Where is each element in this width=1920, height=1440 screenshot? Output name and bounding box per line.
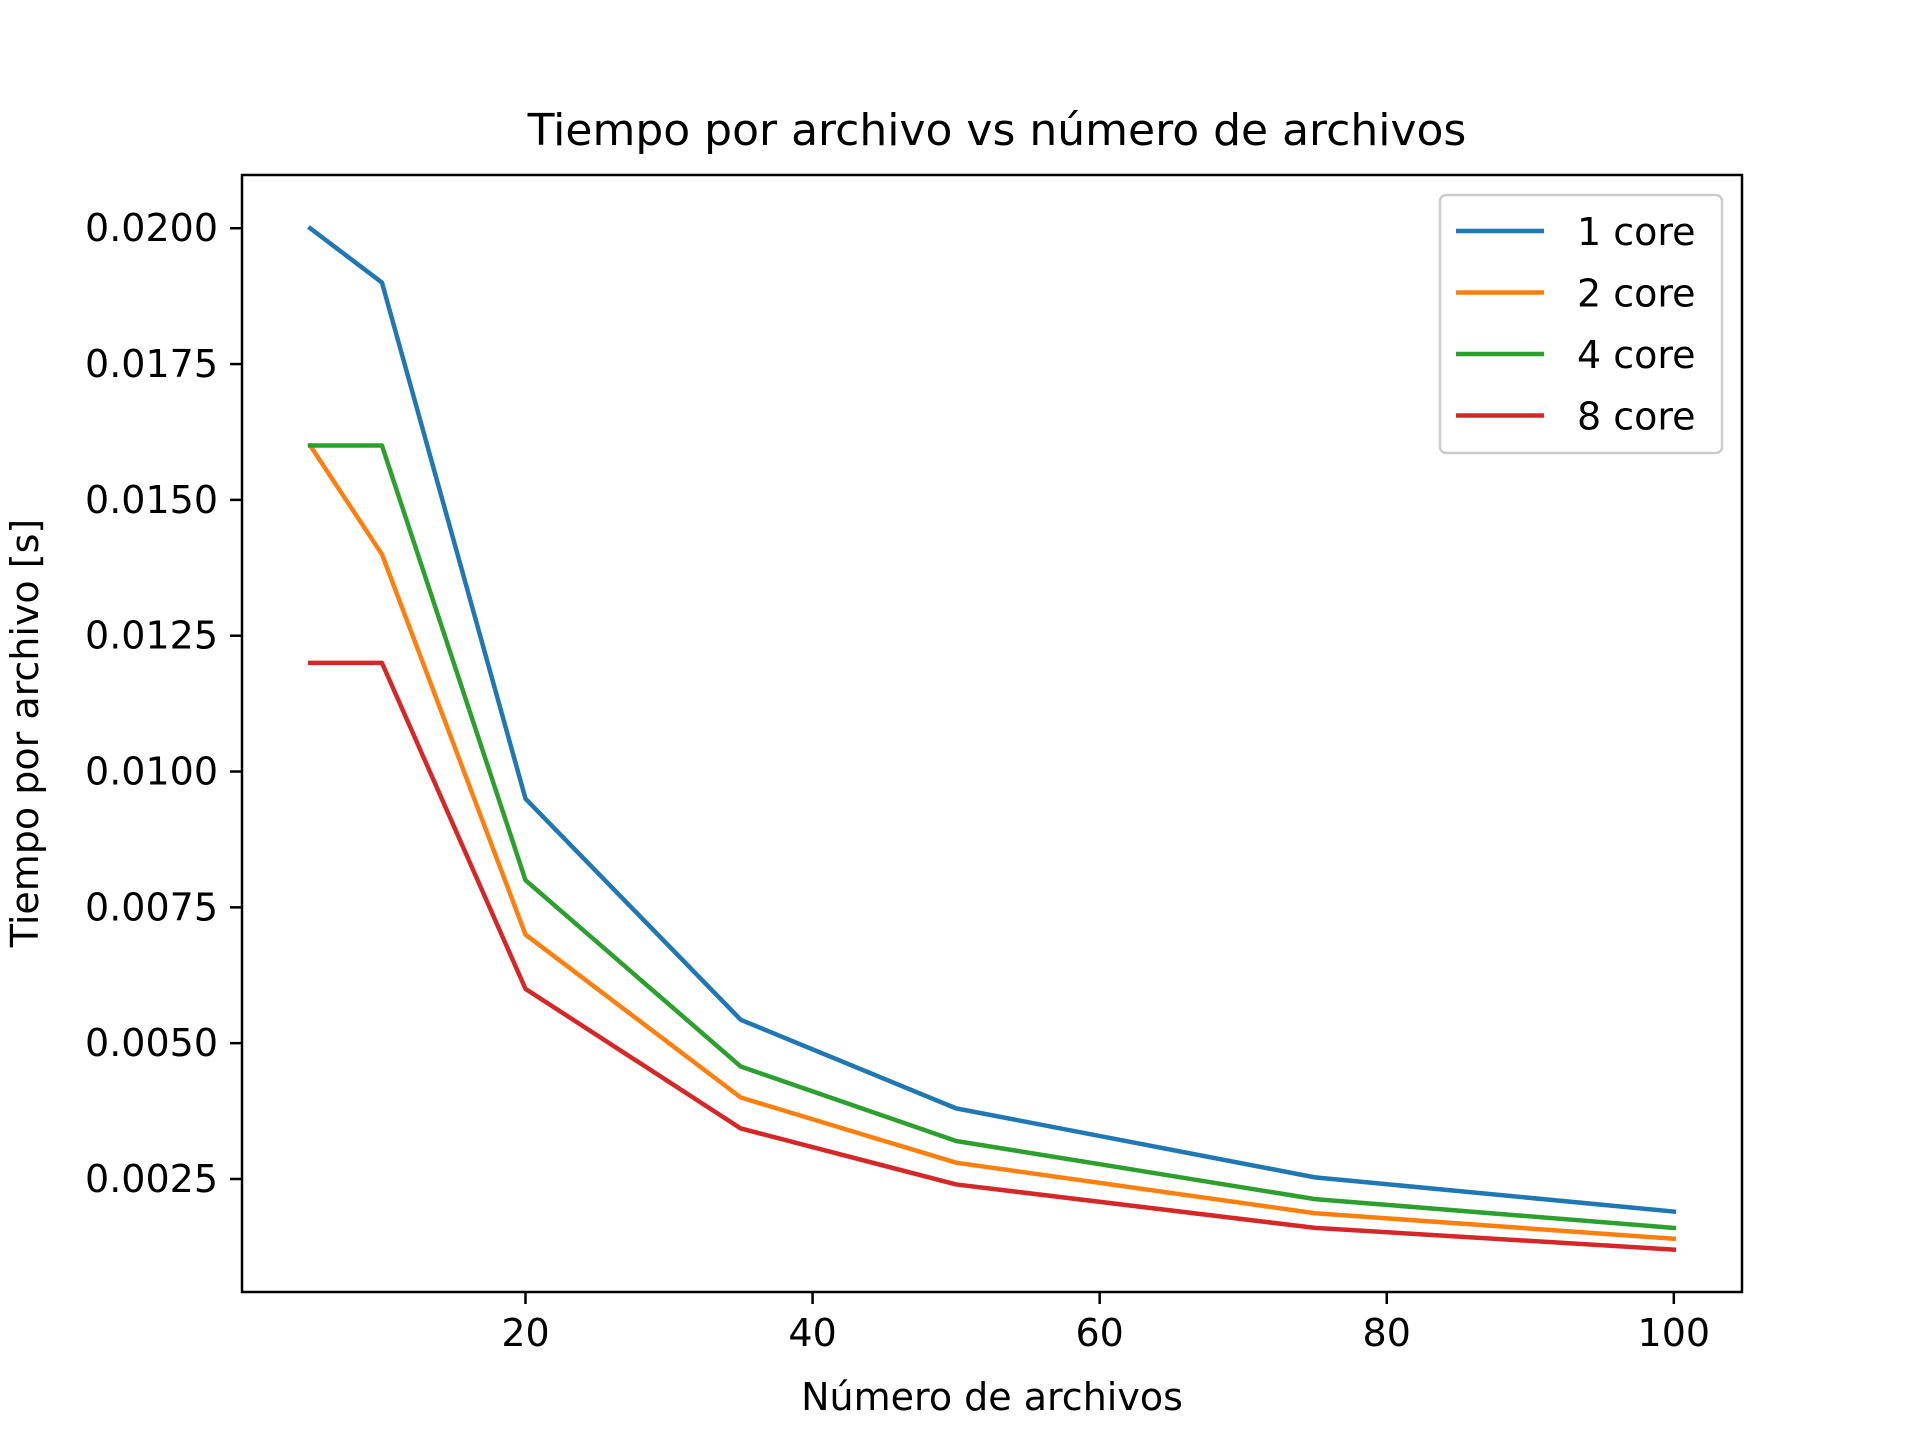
series-line-3 <box>307 443 1677 1231</box>
y-axis: 0.0025 0.0050 0.0075 0.0100 0.0125 0.0150 0.01… <box>85 206 242 1201</box>
y-axis-label: Tiempo por archivo [s] <box>3 519 47 948</box>
x-axis: 20 40 60 80 100 <box>501 1292 1710 1355</box>
legend-label: 8 core <box>1577 395 1696 439</box>
y-tick-label: 0.0200 <box>85 206 218 250</box>
x-tick-label: 40 <box>788 1311 836 1355</box>
legend-label: 2 core <box>1577 272 1696 316</box>
legend-label: 4 core <box>1577 333 1696 377</box>
y-tick-label: 0.0175 <box>85 342 218 386</box>
x-tick-label: 100 <box>1638 1311 1711 1355</box>
x-tick-label: 20 <box>501 1311 549 1355</box>
x-tick-label: 80 <box>1363 1311 1411 1355</box>
legend-box <box>1438 193 1724 455</box>
y-tick-label: 0.0050 <box>85 1021 218 1065</box>
chart-title: Tiempo por archivo vs número de archivos <box>527 105 1467 156</box>
y-tick-label: 0.0075 <box>85 885 218 929</box>
x-tick-label: 60 <box>1075 1311 1123 1355</box>
series-line-4 <box>307 660 1677 1253</box>
legend: 1 core 2 core 4 core 8 core <box>1438 193 1724 455</box>
series-line-1 <box>307 225 1677 1215</box>
y-tick-label: 0.0025 <box>85 1157 218 1201</box>
series-line-2 <box>307 442 1677 1242</box>
plot-area <box>307 225 1677 1253</box>
y-tick-label: 0.0125 <box>85 614 218 658</box>
x-axis-label: Número de archivos <box>801 1375 1183 1419</box>
plot-frame <box>240 173 1744 1294</box>
y-tick-label: 0.0100 <box>85 750 218 794</box>
legend-label: 1 core <box>1577 210 1696 254</box>
y-tick-label: 0.0150 <box>85 478 218 522</box>
